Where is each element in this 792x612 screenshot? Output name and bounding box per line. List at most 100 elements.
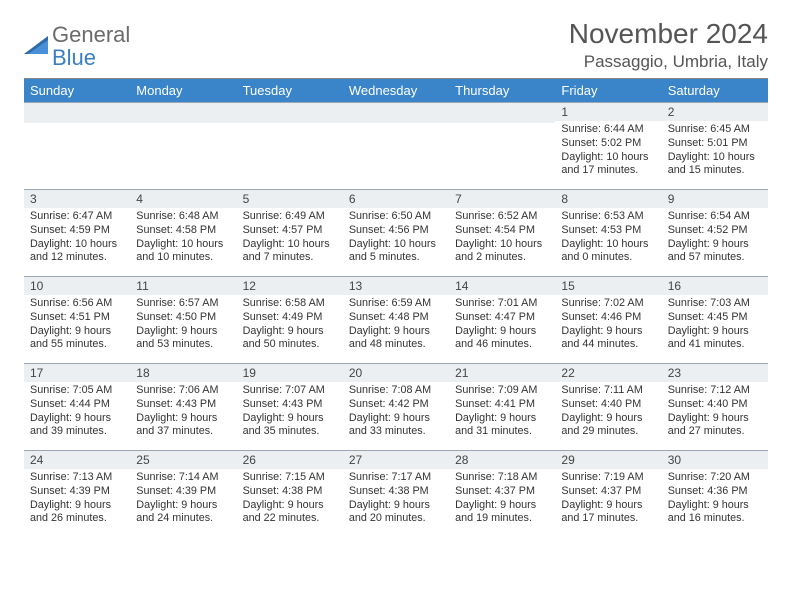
day-header: Sunday	[24, 79, 130, 103]
daylight-text: Daylight: 10 hours and 2 minutes.	[455, 238, 549, 266]
day-info: Sunrise: 7:18 AMSunset: 4:37 PMDaylight:…	[449, 469, 555, 530]
day-number: 5	[237, 190, 343, 208]
day-info: Sunrise: 6:53 AMSunset: 4:53 PMDaylight:…	[555, 208, 661, 269]
day-info: Sunrise: 7:06 AMSunset: 4:43 PMDaylight:…	[130, 382, 236, 443]
calendar-day-cell	[343, 103, 449, 190]
sunrise-text: Sunrise: 6:45 AM	[668, 123, 762, 137]
calendar-week-row: 10Sunrise: 6:56 AMSunset: 4:51 PMDayligh…	[24, 277, 768, 364]
daylight-text: Daylight: 10 hours and 5 minutes.	[349, 238, 443, 266]
sunrise-text: Sunrise: 7:02 AM	[561, 297, 655, 311]
daylight-text: Daylight: 9 hours and 39 minutes.	[30, 412, 124, 440]
logo-text-general: General	[52, 22, 130, 47]
logo-text-blue: Blue	[52, 45, 96, 70]
sunrise-text: Sunrise: 6:59 AM	[349, 297, 443, 311]
day-header: Tuesday	[237, 79, 343, 103]
daylight-text: Daylight: 9 hours and 48 minutes.	[349, 325, 443, 353]
day-number: 17	[24, 364, 130, 382]
sunrise-text: Sunrise: 7:12 AM	[668, 384, 762, 398]
page-title: November 2024	[569, 18, 768, 50]
calendar-week-row: 17Sunrise: 7:05 AMSunset: 4:44 PMDayligh…	[24, 364, 768, 451]
calendar-day-cell: 17Sunrise: 7:05 AMSunset: 4:44 PMDayligh…	[24, 364, 130, 451]
sunrise-text: Sunrise: 6:49 AM	[243, 210, 337, 224]
sunset-text: Sunset: 4:43 PM	[243, 398, 337, 412]
day-number: 25	[130, 451, 236, 469]
sunrise-text: Sunrise: 7:17 AM	[349, 471, 443, 485]
day-info: Sunrise: 6:54 AMSunset: 4:52 PMDaylight:…	[662, 208, 768, 269]
day-number: 30	[662, 451, 768, 469]
day-number: 6	[343, 190, 449, 208]
day-info: Sunrise: 6:44 AMSunset: 5:02 PMDaylight:…	[555, 121, 661, 182]
daylight-text: Daylight: 9 hours and 44 minutes.	[561, 325, 655, 353]
calendar-day-cell: 22Sunrise: 7:11 AMSunset: 4:40 PMDayligh…	[555, 364, 661, 451]
sunrise-text: Sunrise: 7:03 AM	[668, 297, 762, 311]
day-info: Sunrise: 7:13 AMSunset: 4:39 PMDaylight:…	[24, 469, 130, 530]
calendar-day-cell: 28Sunrise: 7:18 AMSunset: 4:37 PMDayligh…	[449, 451, 555, 538]
sunset-text: Sunset: 4:38 PM	[243, 485, 337, 499]
sunset-text: Sunset: 4:41 PM	[455, 398, 549, 412]
calendar-day-cell: 16Sunrise: 7:03 AMSunset: 4:45 PMDayligh…	[662, 277, 768, 364]
day-info: Sunrise: 7:08 AMSunset: 4:42 PMDaylight:…	[343, 382, 449, 443]
sunrise-text: Sunrise: 7:05 AM	[30, 384, 124, 398]
sunset-text: Sunset: 4:51 PM	[30, 311, 124, 325]
day-number: 13	[343, 277, 449, 295]
sunset-text: Sunset: 4:40 PM	[561, 398, 655, 412]
day-header: Friday	[555, 79, 661, 103]
sunrise-text: Sunrise: 6:53 AM	[561, 210, 655, 224]
daylight-text: Daylight: 10 hours and 0 minutes.	[561, 238, 655, 266]
day-number: 9	[662, 190, 768, 208]
day-number: 4	[130, 190, 236, 208]
calendar-day-cell: 18Sunrise: 7:06 AMSunset: 4:43 PMDayligh…	[130, 364, 236, 451]
day-number: 28	[449, 451, 555, 469]
calendar-day-cell: 26Sunrise: 7:15 AMSunset: 4:38 PMDayligh…	[237, 451, 343, 538]
day-info: Sunrise: 7:19 AMSunset: 4:37 PMDaylight:…	[555, 469, 661, 530]
calendar-day-cell	[130, 103, 236, 190]
day-info: Sunrise: 7:11 AMSunset: 4:40 PMDaylight:…	[555, 382, 661, 443]
day-header: Saturday	[662, 79, 768, 103]
day-number: 24	[24, 451, 130, 469]
calendar-day-cell: 7Sunrise: 6:52 AMSunset: 4:54 PMDaylight…	[449, 190, 555, 277]
sunset-text: Sunset: 4:57 PM	[243, 224, 337, 238]
calendar-day-cell: 29Sunrise: 7:19 AMSunset: 4:37 PMDayligh…	[555, 451, 661, 538]
calendar-day-cell: 2Sunrise: 6:45 AMSunset: 5:01 PMDaylight…	[662, 103, 768, 190]
day-info: Sunrise: 6:52 AMSunset: 4:54 PMDaylight:…	[449, 208, 555, 269]
daylight-text: Daylight: 9 hours and 27 minutes.	[668, 412, 762, 440]
daylight-text: Daylight: 10 hours and 12 minutes.	[30, 238, 124, 266]
daylight-text: Daylight: 9 hours and 24 minutes.	[136, 499, 230, 527]
day-number: 19	[237, 364, 343, 382]
day-number: 18	[130, 364, 236, 382]
day-number: 22	[555, 364, 661, 382]
calendar-day-cell: 20Sunrise: 7:08 AMSunset: 4:42 PMDayligh…	[343, 364, 449, 451]
day-number: 12	[237, 277, 343, 295]
day-number: 15	[555, 277, 661, 295]
sunset-text: Sunset: 4:42 PM	[349, 398, 443, 412]
sunset-text: Sunset: 4:43 PM	[136, 398, 230, 412]
day-number: 11	[130, 277, 236, 295]
sunset-text: Sunset: 5:02 PM	[561, 137, 655, 151]
sunset-text: Sunset: 4:39 PM	[30, 485, 124, 499]
day-header-row: SundayMondayTuesdayWednesdayThursdayFrid…	[24, 79, 768, 103]
daylight-text: Daylight: 9 hours and 37 minutes.	[136, 412, 230, 440]
sunset-text: Sunset: 4:44 PM	[30, 398, 124, 412]
day-number: 7	[449, 190, 555, 208]
day-info: Sunrise: 6:49 AMSunset: 4:57 PMDaylight:…	[237, 208, 343, 269]
day-number: 10	[24, 277, 130, 295]
calendar-day-cell: 6Sunrise: 6:50 AMSunset: 4:56 PMDaylight…	[343, 190, 449, 277]
calendar-day-cell: 5Sunrise: 6:49 AMSunset: 4:57 PMDaylight…	[237, 190, 343, 277]
day-info: Sunrise: 7:05 AMSunset: 4:44 PMDaylight:…	[24, 382, 130, 443]
day-info: Sunrise: 6:45 AMSunset: 5:01 PMDaylight:…	[662, 121, 768, 182]
daylight-text: Daylight: 10 hours and 10 minutes.	[136, 238, 230, 266]
day-number: 26	[237, 451, 343, 469]
sunset-text: Sunset: 4:37 PM	[455, 485, 549, 499]
day-info: Sunrise: 6:56 AMSunset: 4:51 PMDaylight:…	[24, 295, 130, 356]
title-block: November 2024 Passaggio, Umbria, Italy	[569, 18, 768, 72]
day-info: Sunrise: 6:50 AMSunset: 4:56 PMDaylight:…	[343, 208, 449, 269]
day-info: Sunrise: 6:57 AMSunset: 4:50 PMDaylight:…	[130, 295, 236, 356]
sunset-text: Sunset: 4:52 PM	[668, 224, 762, 238]
daylight-text: Daylight: 9 hours and 41 minutes.	[668, 325, 762, 353]
day-number: 3	[24, 190, 130, 208]
day-number: 2	[662, 103, 768, 121]
sunrise-text: Sunrise: 7:19 AM	[561, 471, 655, 485]
sunset-text: Sunset: 4:49 PM	[243, 311, 337, 325]
daylight-text: Daylight: 9 hours and 20 minutes.	[349, 499, 443, 527]
day-number: 29	[555, 451, 661, 469]
